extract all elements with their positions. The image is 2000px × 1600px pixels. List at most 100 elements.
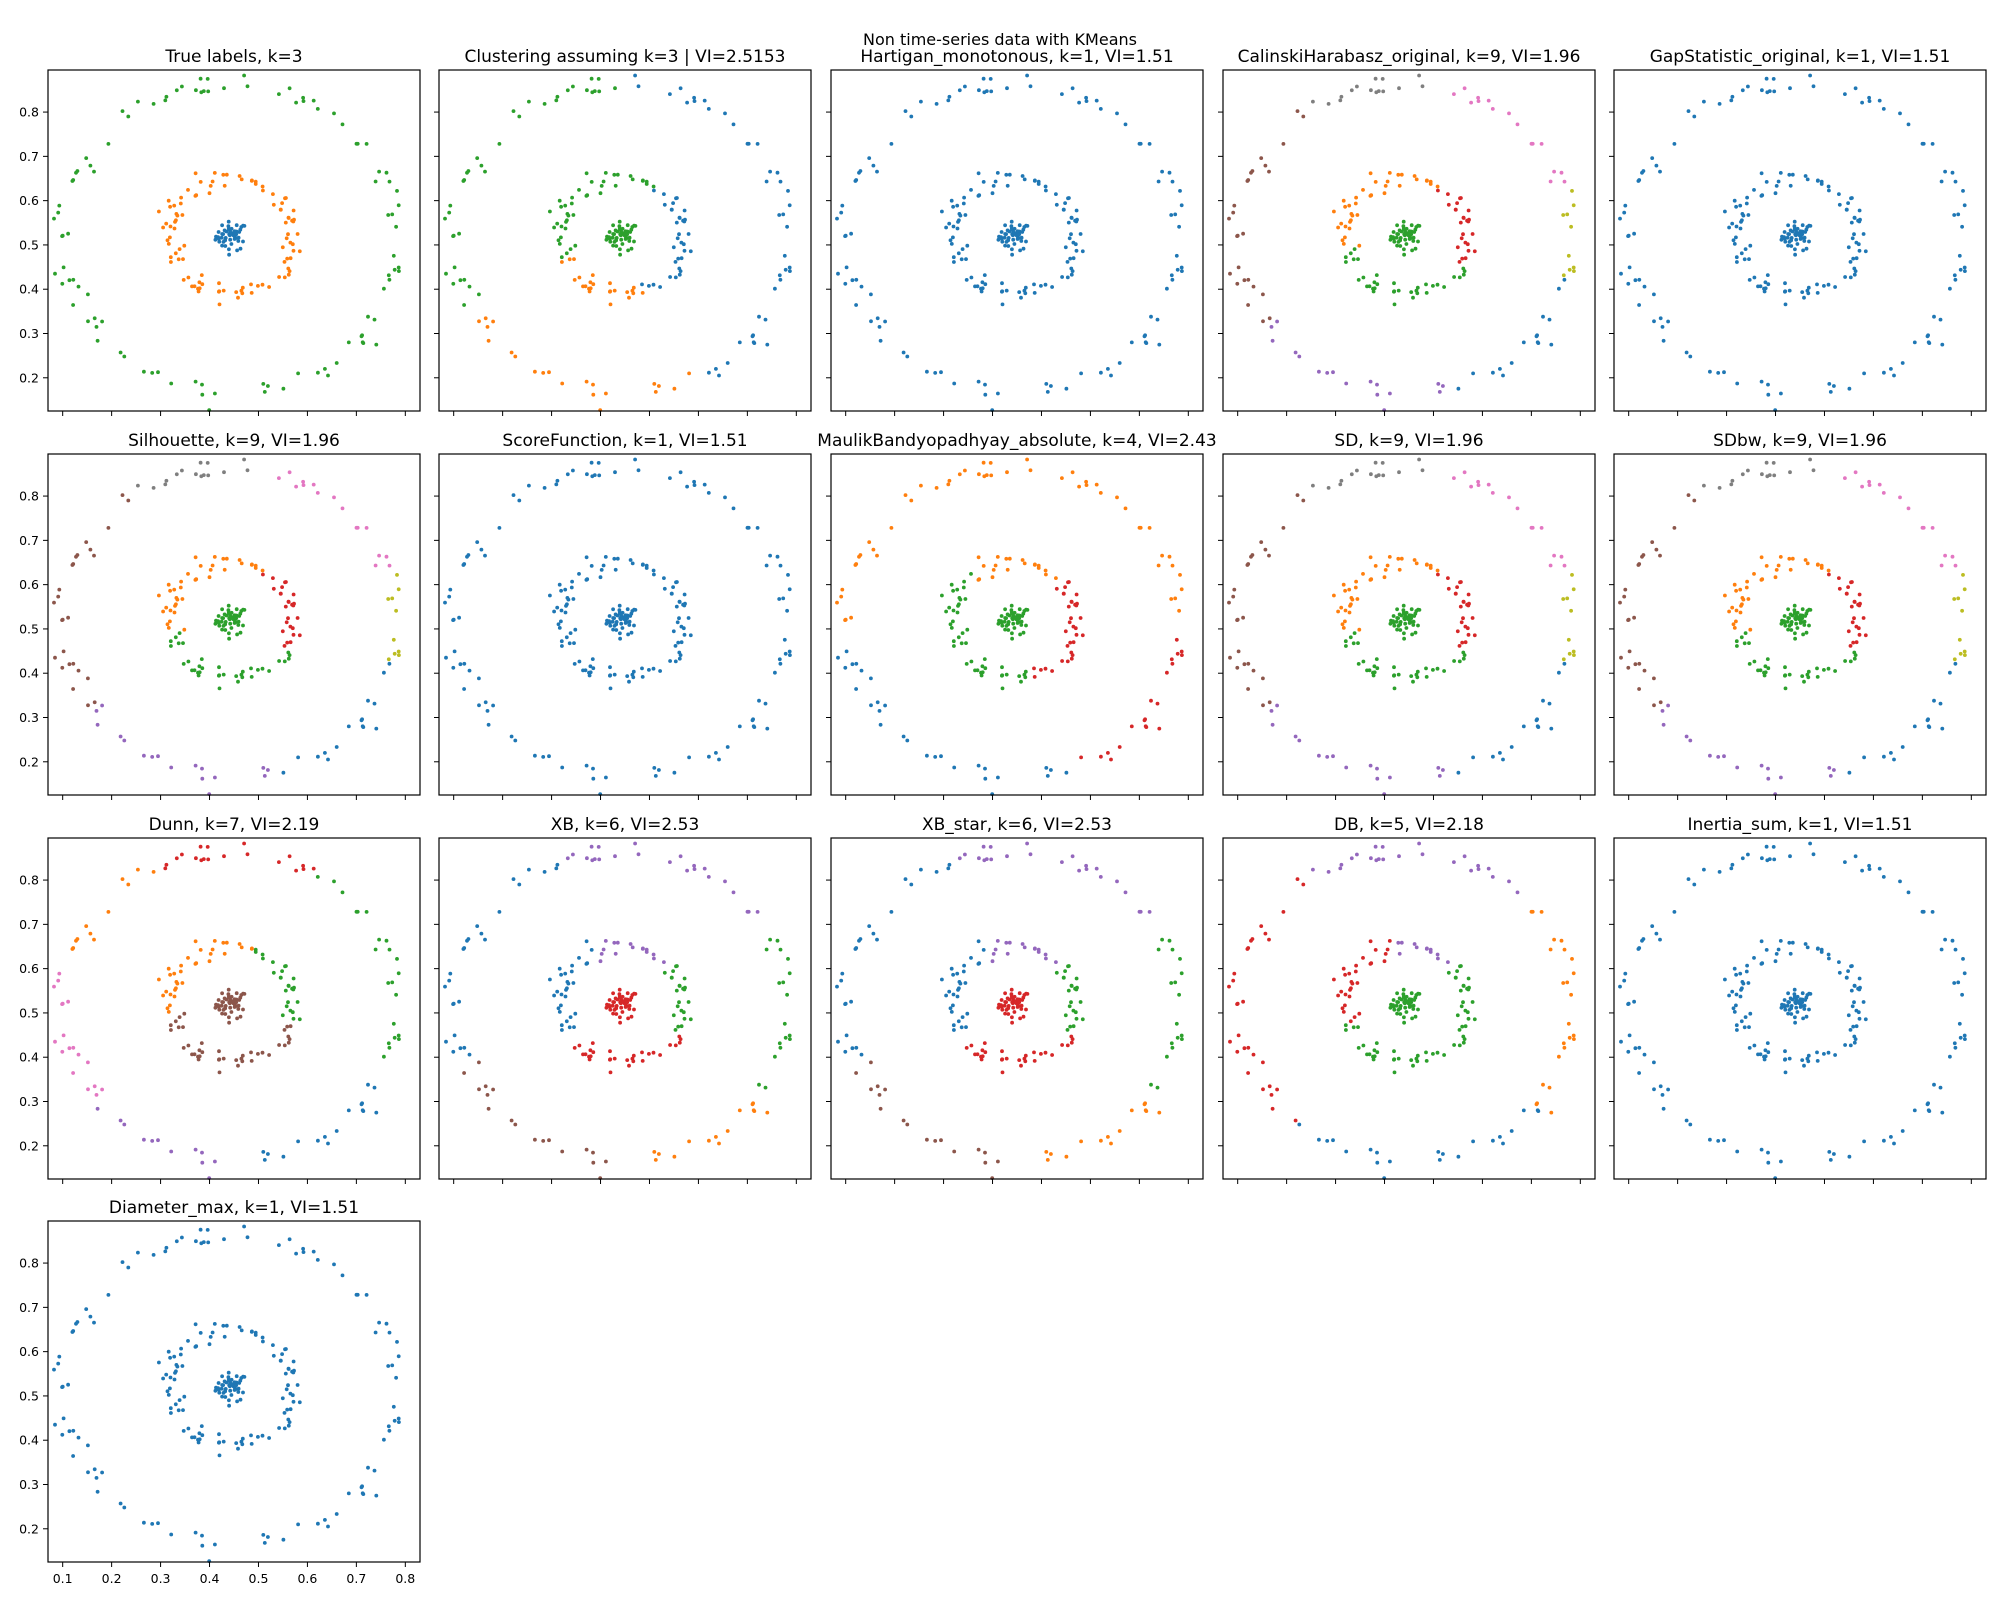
data-point [1106,367,1110,371]
data-point [164,989,169,994]
data-point [1476,483,1481,487]
data-point [633,73,637,78]
data-point [200,392,205,397]
data-point [948,238,953,243]
data-point [284,1347,288,1351]
data-point [239,1328,244,1333]
data-point [1637,687,1641,691]
data-point [1861,1000,1866,1004]
data-point [1338,482,1343,487]
data-point [228,997,233,1002]
data-point [88,547,93,552]
data-point [216,614,221,618]
data-point [1368,555,1373,560]
data-point [889,142,894,146]
data-point [527,483,531,488]
data-point [326,757,330,762]
data-point [644,563,649,568]
data-point [652,956,656,961]
data-point [1853,653,1858,657]
data-point [1356,1025,1360,1029]
data-point [1486,482,1491,487]
data-point [949,582,954,587]
data-point [95,1106,100,1111]
data-point [1746,468,1750,473]
data-point [590,657,595,661]
data-point [1803,998,1808,1002]
data-point [1402,1015,1406,1020]
data-point [673,1028,678,1032]
data-point [1349,856,1354,861]
data-point [777,981,782,985]
data-point [959,641,964,646]
data-point [1800,616,1805,621]
data-point [291,208,296,213]
data-point [1708,369,1712,374]
data-point [1180,269,1184,273]
data-point [60,1384,65,1389]
data-point [702,98,707,103]
data-point [1740,472,1745,477]
data-point [226,1377,231,1382]
data-point [206,473,211,478]
data-point [94,325,99,329]
data-point [571,852,575,857]
data-point [1692,498,1697,503]
data-point [1149,698,1153,703]
data-point [226,610,231,615]
data-point [1501,757,1505,762]
data-point [662,586,667,591]
data-point [346,1491,351,1496]
y-tick-label: 0.5 [19,1388,39,1403]
data-point [174,472,179,477]
data-point [296,1139,300,1144]
data-point [1149,1082,1153,1087]
data-point [1846,245,1851,250]
data-point [1799,1004,1804,1008]
data-point [1000,1007,1005,1012]
data-point [1802,1003,1807,1008]
data-point [497,910,502,914]
data-point [584,1147,589,1152]
data-point [174,88,179,93]
data-point [714,1135,718,1139]
data-point [1686,877,1691,881]
data-point [1837,192,1841,197]
data-point [647,1052,651,1056]
data-point [1748,243,1753,248]
data-point [1269,325,1274,329]
data-point [282,260,287,264]
data-point [1792,603,1797,608]
data-point [678,470,683,475]
data-point [181,278,186,282]
x-tick-label: 0.6 [297,1571,317,1586]
data-point [1815,282,1819,287]
data-point [1368,171,1373,176]
data-point [1019,1007,1024,1011]
data-point [1953,563,1958,568]
data-point [559,992,564,997]
data-point [976,171,981,176]
data-point [242,992,247,996]
data-point [1067,964,1071,968]
data-point [1395,616,1400,620]
data-point [1618,984,1622,989]
data-point [1746,597,1751,601]
data-point [396,649,401,654]
data-point [875,169,879,174]
data-point [1822,284,1826,288]
data-point [1826,1050,1831,1055]
data-point [1009,226,1014,231]
data-point [366,698,370,703]
data-point [951,608,956,613]
data-point [173,1019,178,1024]
data-point [1074,1016,1079,1021]
data-point [624,620,629,624]
data-point [217,665,221,670]
data-point [1241,231,1245,236]
data-point [925,753,929,758]
data-point [951,204,955,209]
data-point [608,1057,613,1062]
data-point [1804,1014,1809,1019]
data-point [653,390,658,394]
